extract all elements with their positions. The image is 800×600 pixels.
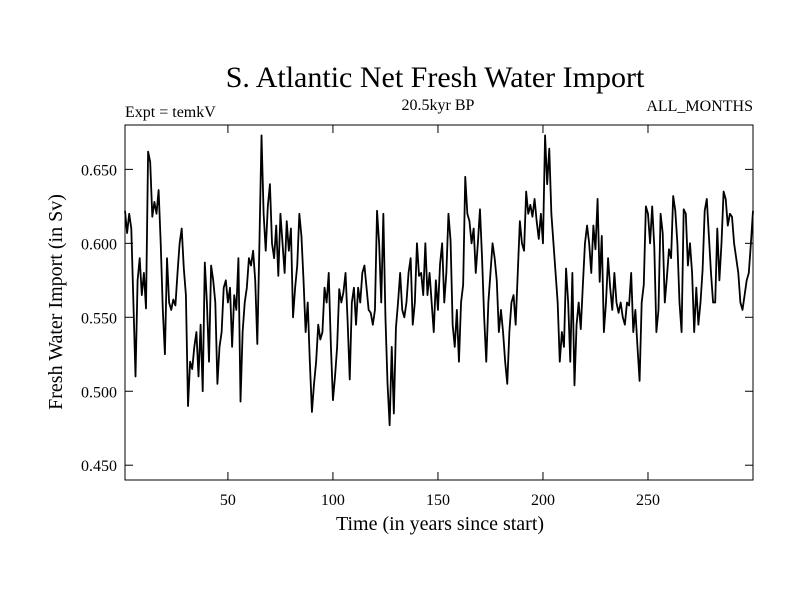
y-tick-label: 0.600 <box>81 236 117 253</box>
x-axis: 50 100 150 200 250 <box>220 125 660 509</box>
x-tick-label: 200 <box>531 492 555 509</box>
months-label: ALL_MONTHS <box>646 98 753 115</box>
period-label: 20.5kyr BP <box>402 97 475 114</box>
x-tick-label: 250 <box>636 492 660 509</box>
y-tick-label: 0.500 <box>81 384 117 401</box>
x-tick-label: 100 <box>321 492 345 509</box>
plot-frame <box>124 124 754 481</box>
experiment-label: Expt = temkV <box>125 104 216 121</box>
x-tick-label: 50 <box>220 492 236 509</box>
y-axis: 0.450 0.500 0.550 0.600 0.650 <box>81 162 753 475</box>
data-line <box>124 134 754 427</box>
x-axis-label: Time (in years since start) <box>336 513 544 535</box>
y-tick-label: 0.550 <box>81 310 117 327</box>
y-tick-label: 0.450 <box>81 458 117 475</box>
chart-title: S. Atlantic Net Fresh Water Import <box>226 61 645 94</box>
x-tick-label: 150 <box>426 492 450 509</box>
y-axis-label: Fresh Water Import (in Sv) <box>45 194 67 410</box>
y-tick-label: 0.650 <box>81 162 117 179</box>
